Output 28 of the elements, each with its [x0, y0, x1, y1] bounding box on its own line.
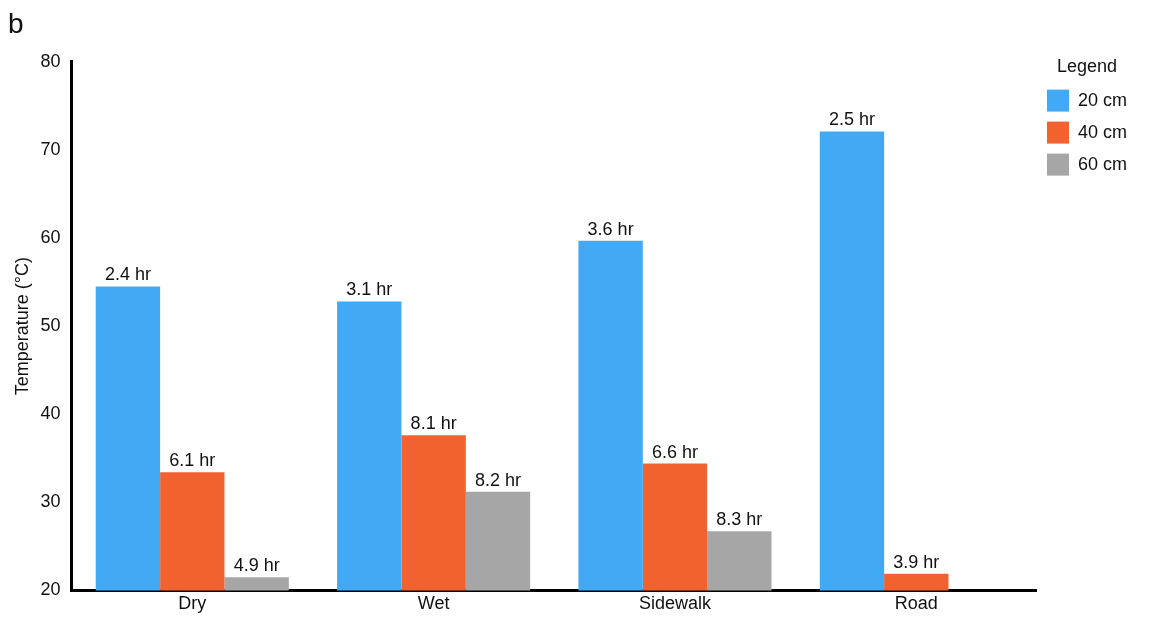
legend-title: Legend [1056, 55, 1118, 76]
annotation: 3.1 hr [346, 279, 393, 300]
annotation: 3.6 hr [587, 218, 634, 239]
legend-label: 20 cm [1077, 89, 1128, 110]
y-tick-label: 60 [40, 226, 61, 247]
annotation: 8.1 hr [410, 413, 457, 434]
y-tick-label: 30 [40, 491, 61, 512]
annotation: 2.5 hr [828, 109, 875, 130]
x-tick-label: Dry [178, 593, 207, 614]
y-tick-label: 40 [40, 403, 61, 424]
annotation: 4.9 hr [233, 555, 280, 576]
annotation: 2.4 hr [104, 264, 151, 285]
x-tick-label: Wet [417, 593, 450, 614]
y-tick-label: 20 [40, 579, 61, 600]
y-axis-title: Temperature (°C) [11, 256, 32, 396]
y-tick-label: 80 [40, 50, 61, 71]
annotation: 8.3 hr [716, 509, 763, 530]
annotation: 8.2 hr [474, 469, 522, 490]
annotation: 6.6 hr [651, 441, 698, 462]
y-tick-label: 50 [40, 315, 61, 336]
y-tick-label: 70 [40, 138, 61, 159]
legend-label: 60 cm [1077, 153, 1128, 174]
legend-label: 40 cm [1077, 121, 1128, 142]
annotation: 3.9 hr [893, 551, 940, 572]
x-tick-label: Sidewalk [638, 593, 712, 614]
annotation: 6.1 hr [169, 450, 216, 471]
text: b [8, 8, 25, 41]
x-tick-label: Road [894, 593, 938, 614]
